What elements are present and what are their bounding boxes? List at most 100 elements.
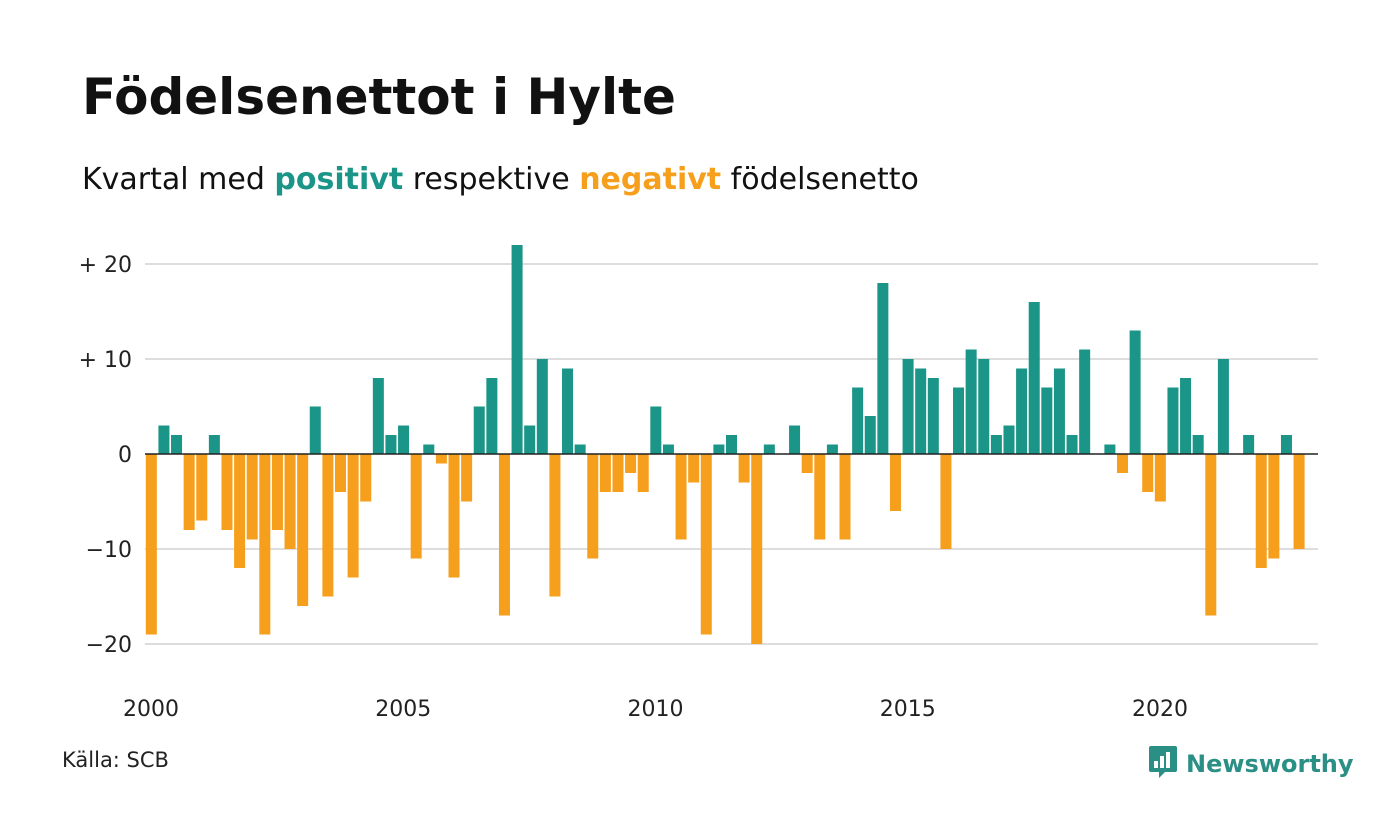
bar (549, 454, 561, 597)
bar (713, 444, 725, 454)
bar (524, 425, 536, 454)
bar (877, 283, 889, 454)
bar (158, 425, 170, 454)
bar (1293, 454, 1305, 549)
bar (259, 454, 271, 635)
bar (965, 349, 977, 454)
grid-lines (145, 263, 1318, 645)
bar (461, 454, 473, 502)
bar (1255, 454, 1267, 568)
bar (940, 454, 952, 549)
bar (763, 444, 775, 454)
subtitle-text-2: respektive (403, 162, 580, 197)
y-tick-label: −10 (86, 538, 132, 563)
subtitle-text-1: Kvartal med (82, 162, 275, 197)
subtitle-negative: negativt (579, 162, 722, 197)
bar (1003, 425, 1015, 454)
y-tick-label: + 10 (79, 348, 132, 373)
bar (435, 454, 447, 464)
bar (675, 454, 687, 540)
bar (902, 359, 914, 454)
x-tick-label: 2010 (628, 697, 684, 722)
bar (978, 359, 990, 454)
bar (1041, 387, 1053, 454)
bar (410, 454, 422, 559)
bar (360, 454, 372, 502)
bar (1079, 349, 1091, 454)
bar (473, 406, 485, 454)
bar (347, 454, 359, 578)
source-note: Källa: SCB (62, 748, 169, 772)
bar (1167, 387, 1179, 454)
bar (208, 435, 220, 454)
bar (953, 387, 965, 454)
bar (171, 435, 183, 454)
bar (145, 454, 157, 635)
bar (1154, 454, 1166, 502)
bar (738, 454, 750, 483)
bar (297, 454, 309, 606)
bar (864, 416, 876, 454)
bar (1116, 454, 1129, 473)
bar (398, 425, 410, 454)
bar (574, 444, 586, 454)
bar (1192, 435, 1204, 454)
bar (650, 406, 662, 454)
subtitle-positive: positivt (274, 162, 404, 197)
bar (334, 454, 347, 492)
bar (498, 454, 510, 616)
bar (990, 435, 1002, 454)
bar (322, 454, 334, 597)
bar (700, 454, 712, 635)
bar (1053, 368, 1065, 454)
bar (486, 378, 498, 454)
bar (1268, 454, 1280, 559)
bar (423, 444, 435, 454)
bar (196, 454, 208, 521)
bar (625, 454, 637, 473)
bar (246, 454, 258, 540)
bar (221, 454, 233, 530)
bar (587, 454, 599, 559)
x-tick-label: 2020 (1132, 697, 1188, 722)
bar (511, 245, 523, 454)
bar (826, 444, 838, 454)
bar (1205, 454, 1217, 616)
bar (927, 378, 939, 454)
bar (688, 454, 700, 483)
bars (145, 245, 1305, 644)
bar (1280, 435, 1292, 454)
bar (839, 454, 851, 540)
bar (284, 454, 296, 549)
bar (662, 444, 674, 454)
y-tick-label: + 20 (79, 253, 132, 278)
bar (309, 406, 321, 454)
newsworthy-logo-icon (1148, 744, 1178, 784)
y-axis-labels: + 20 + 10 0 −10 −20 (79, 253, 132, 658)
bar (372, 378, 384, 454)
bar (612, 454, 624, 492)
bar (725, 435, 738, 454)
bar (751, 454, 763, 644)
bar (915, 368, 927, 454)
brand-name: Newsworthy (1186, 750, 1354, 778)
bar (1142, 454, 1154, 492)
bar (801, 454, 813, 473)
bar (1180, 378, 1192, 454)
bar (599, 454, 611, 492)
bar (234, 454, 246, 568)
bar (1028, 302, 1040, 454)
bar (789, 425, 801, 454)
bar (183, 454, 195, 530)
y-tick-label: 0 (118, 443, 132, 468)
bar (1104, 444, 1116, 454)
brand-logo[interactable]: Newsworthy (1148, 744, 1354, 784)
bar (448, 454, 460, 578)
x-axis-labels: 2000 2005 2010 2015 2020 (123, 697, 1188, 722)
chart-title: Födelsenettot i Hylte (82, 68, 676, 126)
x-tick-label: 2000 (123, 697, 179, 722)
bar (814, 454, 826, 540)
bar (889, 454, 901, 511)
x-tick-label: 2015 (880, 697, 936, 722)
